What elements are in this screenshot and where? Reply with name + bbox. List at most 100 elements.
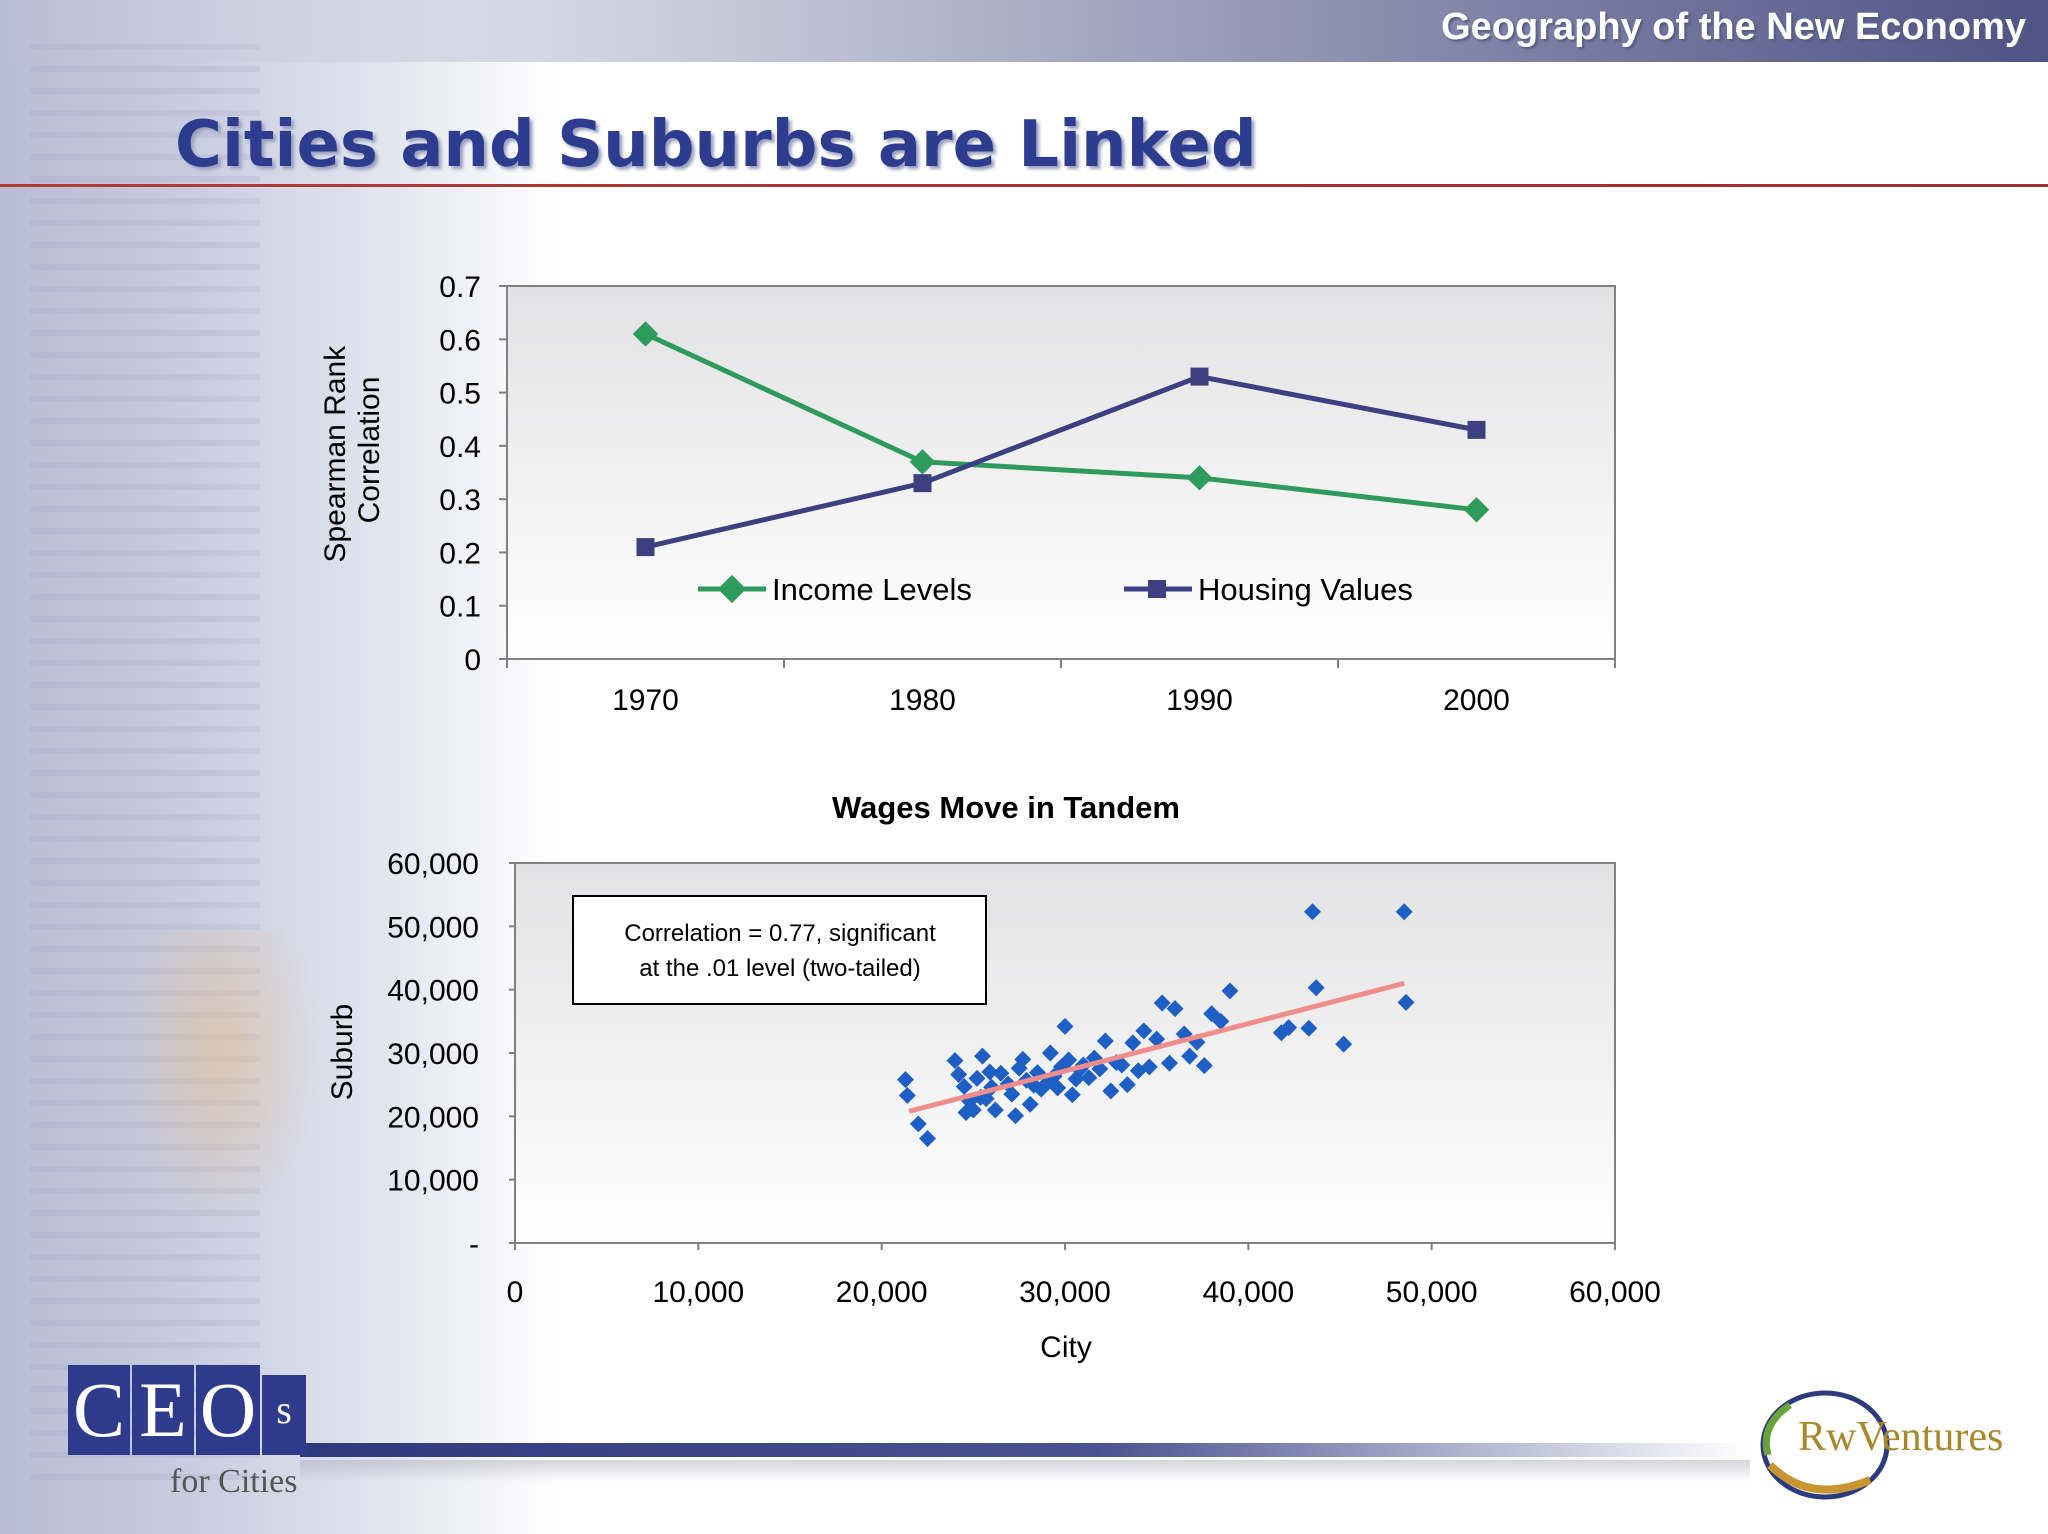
scatter-point xyxy=(909,1115,927,1133)
legend-housing-label: Housing Values xyxy=(1198,572,1413,607)
line-chart-y-tick-label: 0.4 xyxy=(439,431,481,464)
line-chart-legend: Income Levels Housing Values xyxy=(698,572,1413,607)
scatter-point xyxy=(1153,994,1171,1012)
scatter-point xyxy=(1056,1017,1074,1035)
header-title: Geography of the New Economy xyxy=(1441,6,2026,48)
housing-values-point xyxy=(913,474,932,493)
scatter-point xyxy=(1195,1057,1213,1075)
header-bar: Geography of the New Economy xyxy=(0,0,2048,62)
line-chart-ylabel: Spearman Rank Correlation xyxy=(319,337,386,562)
line-chart-x-ticks: 1970 1980 1990 2000 xyxy=(506,659,1616,717)
scatter-point xyxy=(1113,1056,1131,1074)
series-line-income-levels xyxy=(644,331,1477,513)
line-chart-y-tick-label: 0.2 xyxy=(439,537,481,570)
line-chart-series xyxy=(632,321,1490,557)
income-levels-point xyxy=(909,449,936,475)
annotation-line-1: Correlation = 0.77, significant xyxy=(624,920,936,947)
scatter-point xyxy=(1124,1034,1142,1052)
scatter-point xyxy=(986,1101,1004,1119)
scatter-point xyxy=(898,1086,916,1104)
line-chart: 00.10.20.30.40.50.60.7 1970 1980 1990 2000 … xyxy=(319,271,1616,717)
scatter-y-tick-label: 10,000 xyxy=(387,1165,479,1198)
scatter-point xyxy=(1280,1019,1298,1037)
line-chart-x-tick-label: 1980 xyxy=(889,684,956,717)
legend-income-marker xyxy=(717,574,747,604)
scatter-y-tick-label: 50,000 xyxy=(387,911,479,944)
scatter-y-tick-label: 20,000 xyxy=(387,1101,479,1134)
line-chart-y-tick-label: 0.6 xyxy=(439,324,481,357)
series-line-housing-values xyxy=(644,373,1477,550)
scatter-point xyxy=(1140,1058,1158,1076)
line-chart-y-tick-label: 0.3 xyxy=(439,484,481,517)
scatter-point xyxy=(1181,1047,1199,1065)
ceos-for-cities-logo: C E O s for Cities xyxy=(40,1355,340,1505)
background-city-lights xyxy=(120,930,320,1230)
title-divider xyxy=(0,184,2048,187)
scatter-chart: Wages Move in Tandem - 10,000 20,000 30,000… xyxy=(326,790,1661,1364)
scatter-x-tick-label: 40,000 xyxy=(1202,1276,1294,1309)
scatter-point xyxy=(1304,903,1321,921)
scatter-point xyxy=(1060,1051,1078,1069)
scatter-y-tick-label: 60,000 xyxy=(387,848,479,881)
scatter-point xyxy=(1049,1079,1067,1097)
scatter-point xyxy=(1166,1000,1184,1018)
housing-values-point xyxy=(1190,367,1209,386)
page-title: Cities and Suburbs are Linked xyxy=(175,108,1257,182)
correlation-annotation: Correlation = 0.77, significant at the .… xyxy=(572,895,987,1005)
housing-values-point xyxy=(636,538,655,557)
line-chart-y-tick-label: 0.1 xyxy=(439,591,481,624)
scatter-point xyxy=(1148,1030,1166,1048)
rw-ventures-logo: RwVentures xyxy=(1750,1385,2040,1515)
scatter-x-tick-label: 60,000 xyxy=(1569,1276,1661,1309)
annotation-line-2: at the .01 level (two-tailed) xyxy=(639,955,920,982)
legend-income-label: Income Levels xyxy=(772,572,972,607)
scatter-point xyxy=(1041,1044,1059,1062)
scatter-chart-ylabel: Suburb xyxy=(326,1004,359,1101)
background-gradient xyxy=(0,0,560,1534)
line-chart-y-ticks: 0 0.1 0.2 0.3 0.4 0.5 0.6 0.7 xyxy=(439,271,507,677)
scatter-chart-y-ticks: - 10,000 20,000 30,000 40,000 50,000 60,000 xyxy=(387,848,515,1261)
scatter-trendline xyxy=(908,980,1405,1114)
scatter-point xyxy=(1395,903,1413,921)
scatter-point xyxy=(1063,1086,1081,1104)
line-chart-y-tick-label: 0.7 xyxy=(439,271,481,304)
scatter-point xyxy=(1135,1022,1153,1040)
scatter-point xyxy=(919,1130,936,1147)
scatter-point xyxy=(955,1078,973,1096)
scatter-point xyxy=(1007,1107,1024,1125)
line-chart-x-tick-label: 1990 xyxy=(1166,684,1233,717)
footer-shadow xyxy=(300,1460,1750,1482)
scatter-y-tick-label: 40,000 xyxy=(387,975,479,1008)
scatter-point xyxy=(1096,1032,1114,1050)
scatter-x-tick-label: 30,000 xyxy=(1019,1276,1111,1309)
line-chart-x-tick-label: 2000 xyxy=(1443,684,1510,717)
scatter-point xyxy=(1021,1095,1039,1113)
line-chart-y-tick-label: 0 xyxy=(464,644,481,677)
scatter-point xyxy=(1221,982,1239,1000)
scatter-point xyxy=(1300,1019,1318,1037)
scatter-chart-x-ticks: 0 10,000 20,000 30,000 40,000 50,000 60,000 xyxy=(507,1243,1661,1309)
scatter-chart-title: Wages Move in Tandem xyxy=(832,790,1180,825)
scatter-point xyxy=(946,1052,964,1070)
scatter-point xyxy=(1102,1082,1120,1100)
scatter-y-tick-label: - xyxy=(469,1228,479,1261)
scatter-point xyxy=(1118,1076,1136,1094)
scatter-point xyxy=(1397,993,1415,1011)
scatter-chart-xlabel: City xyxy=(1040,1331,1092,1364)
scatter-x-tick-label: 10,000 xyxy=(652,1276,744,1309)
housing-values-point xyxy=(1467,420,1486,439)
scatter-point xyxy=(897,1071,914,1089)
scatter-y-tick-label: 30,000 xyxy=(387,1038,479,1071)
scatter-x-tick-label: 20,000 xyxy=(836,1276,928,1309)
background-building-image xyxy=(30,40,260,1480)
legend-housing-marker xyxy=(1148,580,1166,598)
line-chart-plot-area xyxy=(506,285,1616,660)
scatter-point xyxy=(968,1069,986,1087)
scatter-point xyxy=(1080,1069,1098,1087)
scatter-point xyxy=(974,1047,991,1065)
line-chart-x-tick-label: 1970 xyxy=(612,684,679,717)
scatter-point xyxy=(992,1064,1010,1082)
scatter-point xyxy=(1335,1035,1353,1053)
scatter-point xyxy=(1003,1085,1021,1103)
